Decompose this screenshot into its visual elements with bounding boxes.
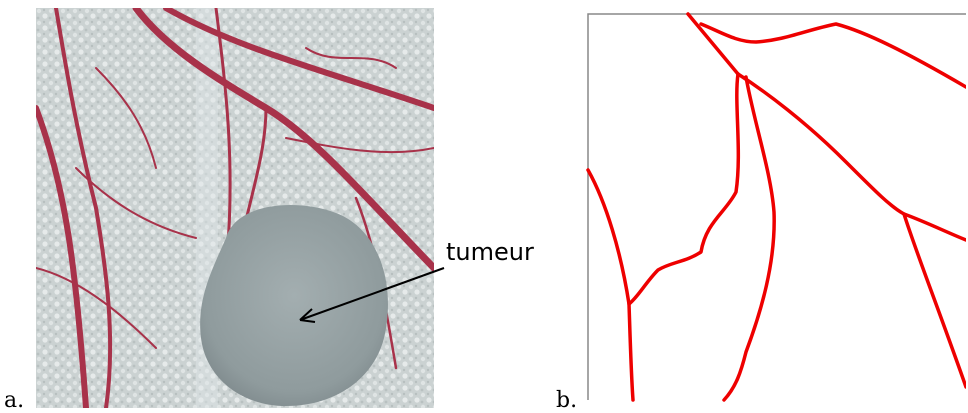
vessel-photograph <box>36 8 434 408</box>
tumor-mass <box>200 205 388 406</box>
annotation-arrow <box>299 267 445 323</box>
tumor-annotation: tumeur <box>446 238 534 266</box>
panel-a-label: a. <box>4 388 25 413</box>
photo-vessels <box>36 8 434 408</box>
traced-vessels <box>586 12 966 402</box>
panel-b-label: b. <box>556 388 578 413</box>
tracing-frame <box>587 13 966 400</box>
vessel-tracing <box>586 12 966 402</box>
